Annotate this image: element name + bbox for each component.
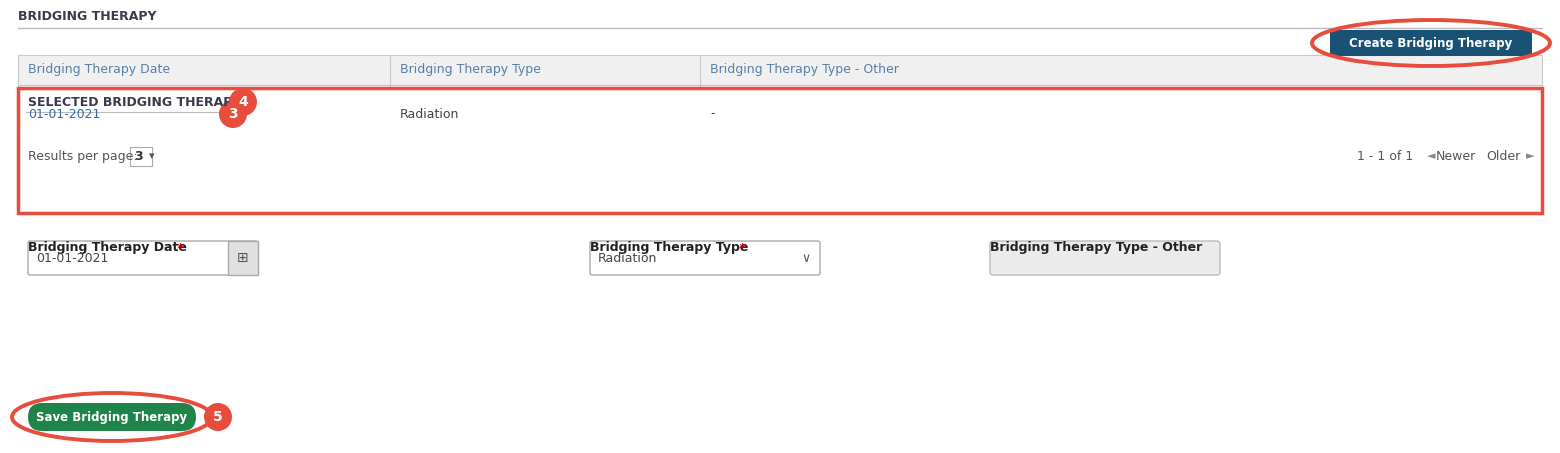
- Text: 01-01-2021: 01-01-2021: [28, 107, 100, 120]
- Text: Older: Older: [1487, 150, 1521, 163]
- Text: Radiation: Radiation: [399, 107, 459, 120]
- Text: ∨: ∨: [802, 251, 811, 265]
- Text: 1 - 1 of 1: 1 - 1 of 1: [1357, 150, 1413, 163]
- Bar: [19, 143, 1541, 170]
- Text: Radiation: Radiation: [597, 251, 657, 265]
- FancyBboxPatch shape: [1331, 30, 1532, 56]
- Text: ◄: ◄: [1427, 151, 1435, 162]
- FancyBboxPatch shape: [991, 241, 1220, 275]
- Text: Bridging Therapy Date: Bridging Therapy Date: [28, 63, 170, 77]
- Text: *: *: [173, 241, 184, 255]
- Bar: [19, 55, 1541, 85]
- Text: Bridging Therapy Type - Other: Bridging Therapy Type - Other: [710, 63, 899, 77]
- FancyBboxPatch shape: [28, 403, 197, 431]
- Bar: [129, 147, 151, 166]
- Circle shape: [218, 100, 246, 128]
- Text: ►: ►: [1526, 151, 1535, 162]
- Text: 3: 3: [228, 107, 237, 121]
- Text: ⊞: ⊞: [237, 251, 248, 265]
- Text: Newer: Newer: [1437, 150, 1476, 163]
- Text: Bridging Therapy Type - Other: Bridging Therapy Type - Other: [991, 241, 1203, 255]
- Text: BRIDGING THERAPY: BRIDGING THERAPY: [19, 10, 156, 24]
- FancyBboxPatch shape: [28, 241, 257, 275]
- Bar: [19, 85, 1541, 143]
- Text: Bridging Therapy Type: Bridging Therapy Type: [590, 241, 749, 255]
- Text: Results per page:: Results per page:: [28, 150, 137, 163]
- Text: 5: 5: [214, 410, 223, 424]
- Text: Save Bridging Therapy: Save Bridging Therapy: [36, 410, 187, 424]
- Text: 4: 4: [239, 95, 248, 109]
- FancyBboxPatch shape: [590, 241, 821, 275]
- Text: ▾: ▾: [150, 151, 154, 162]
- Text: 3: 3: [134, 150, 142, 163]
- Text: Bridging Therapy Date: Bridging Therapy Date: [28, 241, 187, 255]
- Bar: [19, 88, 1541, 213]
- Circle shape: [204, 403, 232, 431]
- Text: Create Bridging Therapy: Create Bridging Therapy: [1349, 37, 1513, 49]
- Bar: [228, 241, 257, 275]
- Text: SELECTED BRIDGING THERAPY: SELECTED BRIDGING THERAPY: [28, 96, 242, 109]
- Text: Bridging Therapy Type: Bridging Therapy Type: [399, 63, 541, 77]
- Text: *: *: [735, 241, 746, 255]
- Circle shape: [229, 88, 257, 116]
- Text: -: -: [710, 107, 714, 120]
- Text: 01-01-2021: 01-01-2021: [36, 251, 108, 265]
